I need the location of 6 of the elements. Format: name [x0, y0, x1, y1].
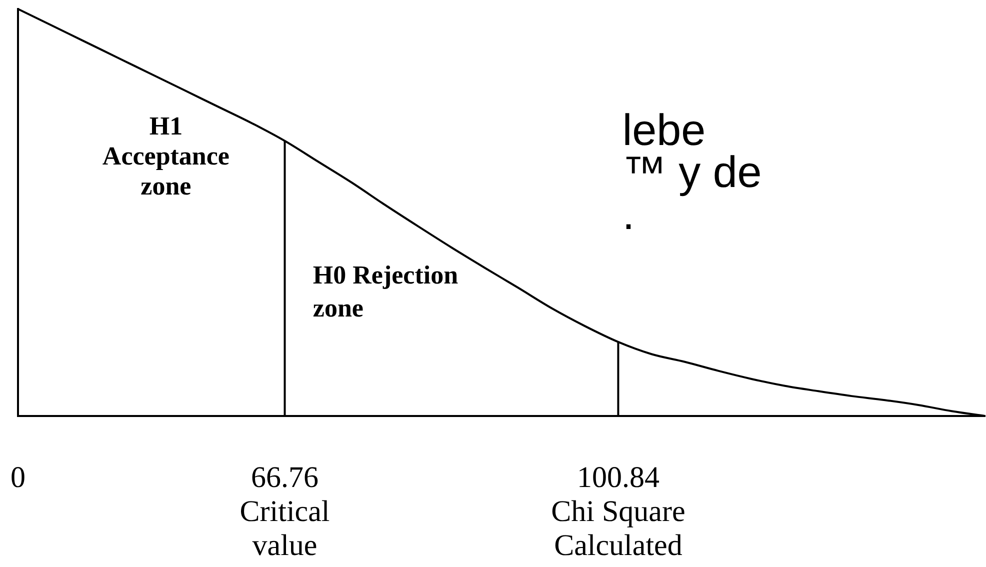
annotation: H1 Acceptance zone: [102, 112, 230, 201]
x-tick-label: 0: [10, 460, 26, 494]
x-tick-label: 66.76 Critical value: [240, 460, 330, 562]
x-tick-label: 100.84 Chi Square Calculated: [551, 460, 686, 562]
annotation: H0 Rejection zone: [312, 260, 459, 323]
annotation: lebe ™ y de .: [622, 106, 762, 239]
